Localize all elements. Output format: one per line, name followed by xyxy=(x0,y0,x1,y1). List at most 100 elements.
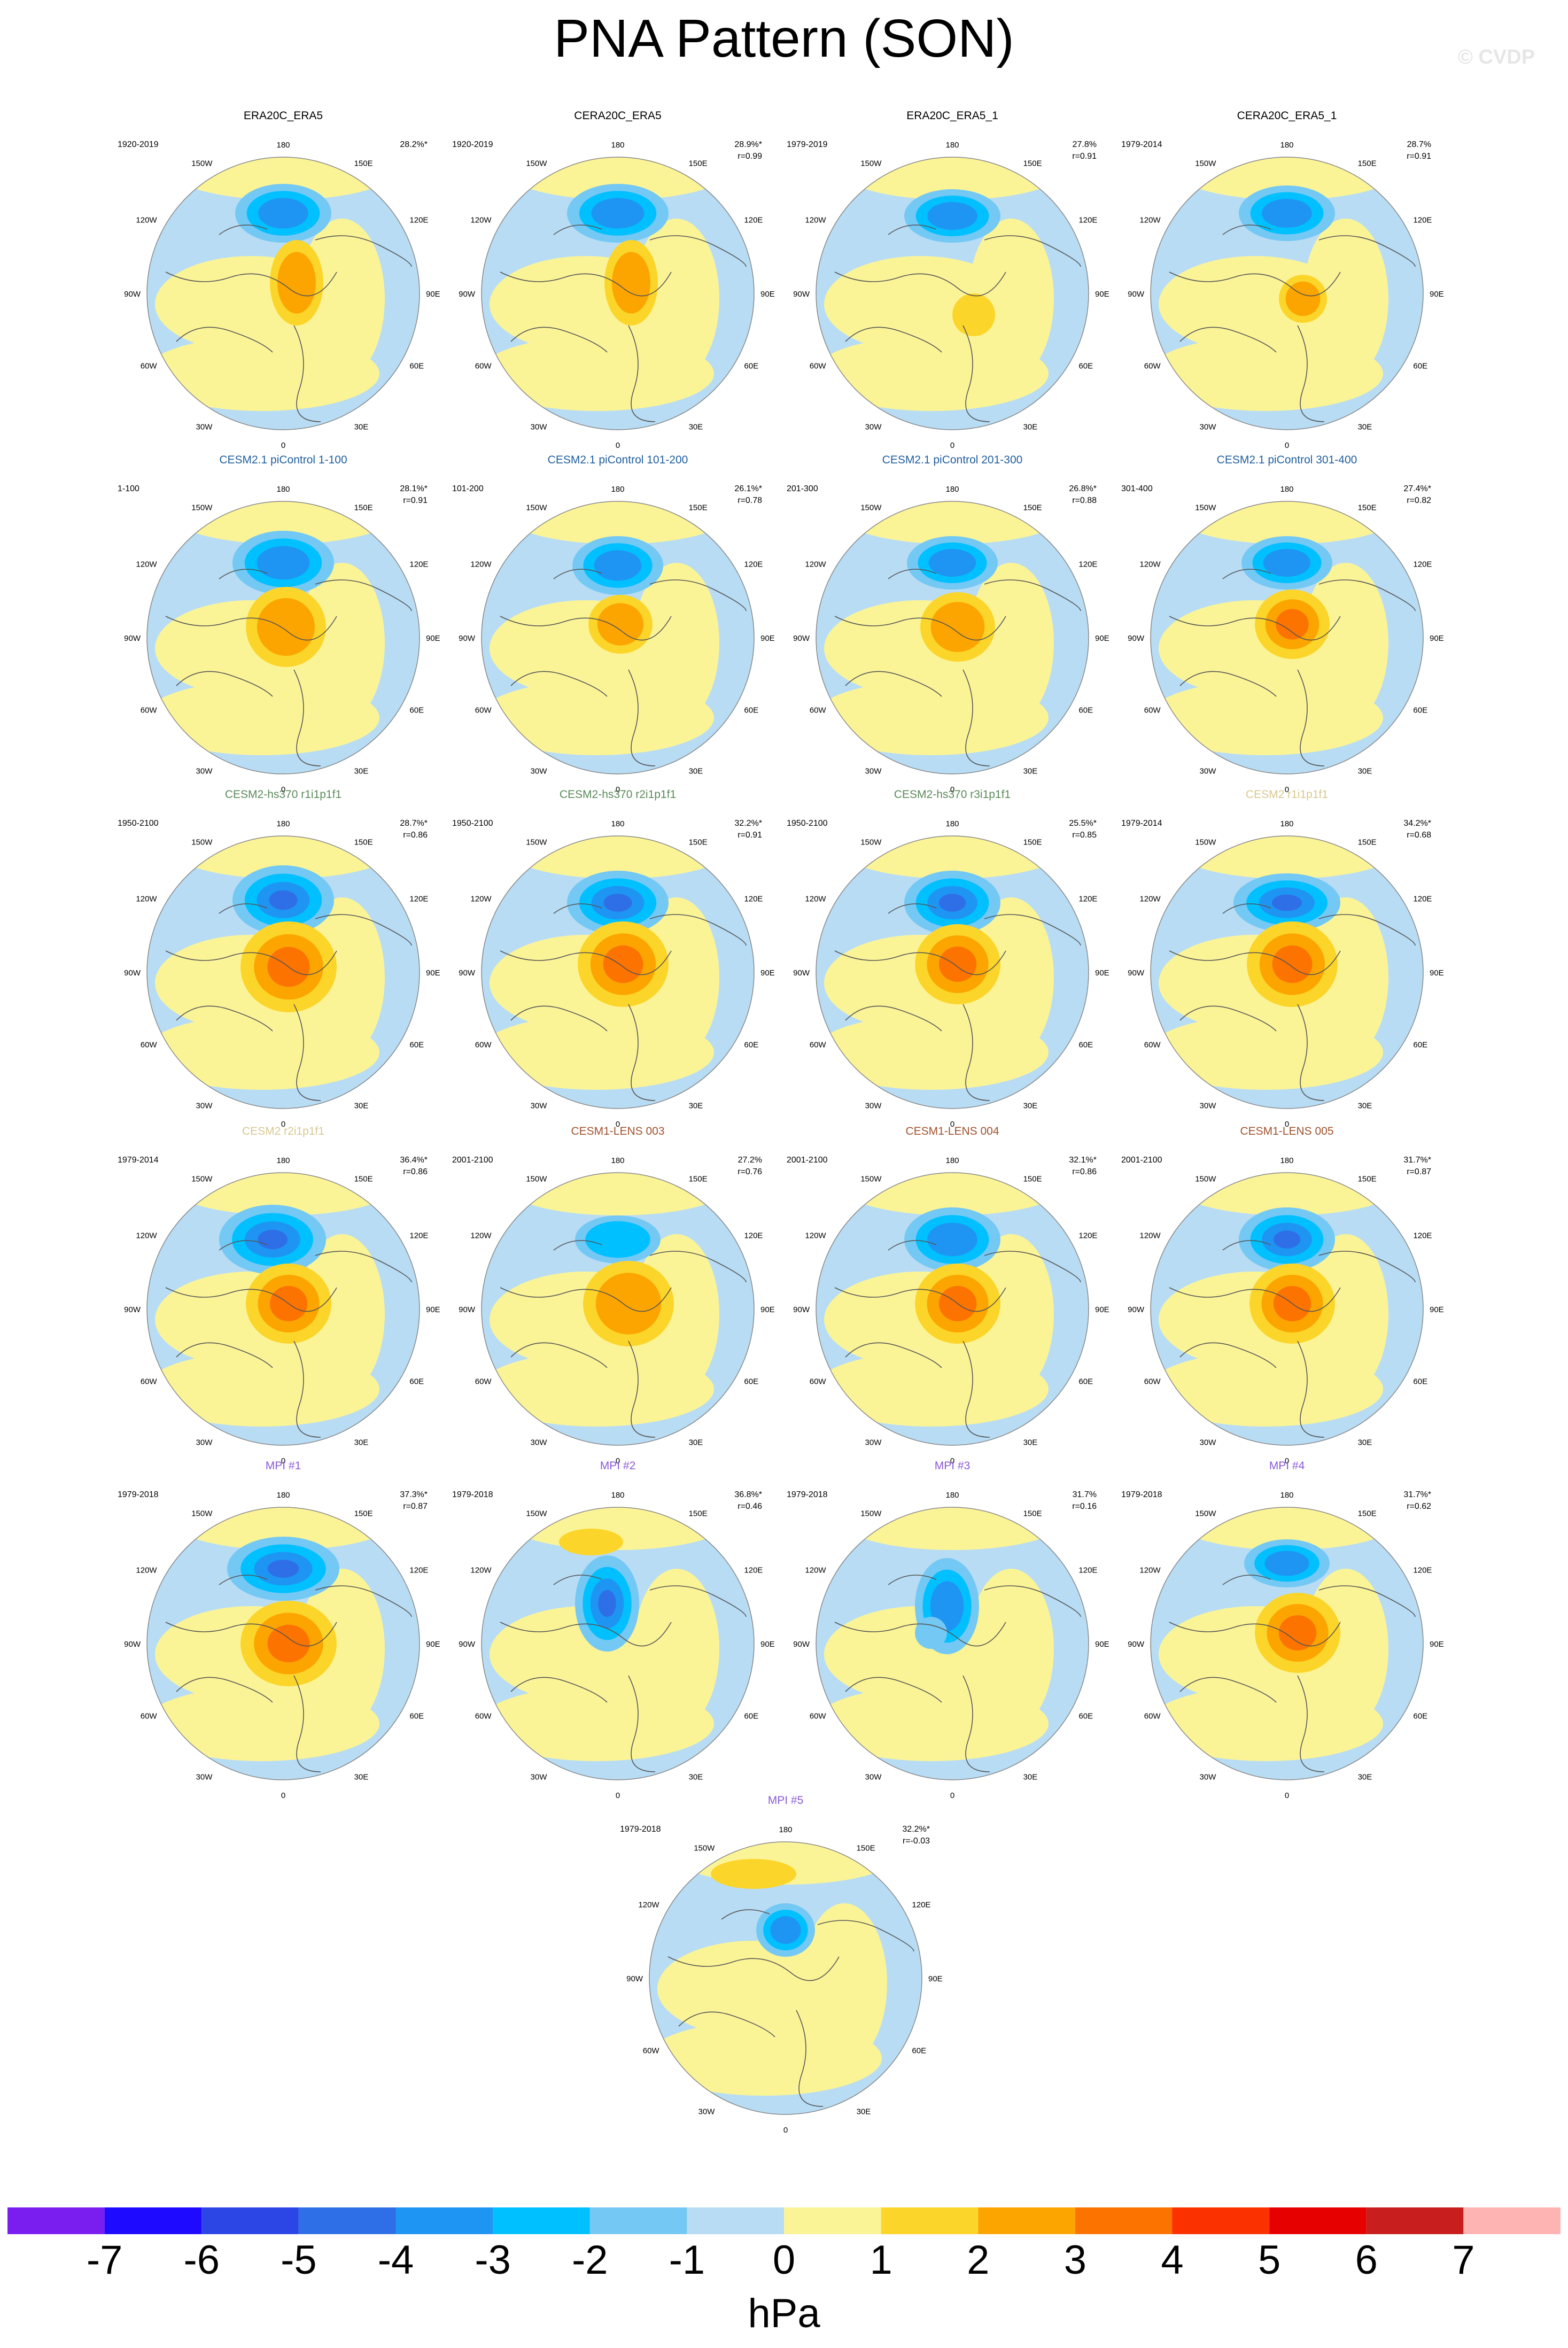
map-boundary xyxy=(1150,1507,1424,1780)
panel-title: MPI #3 xyxy=(934,1460,971,1472)
panel-period: 1979-2019 xyxy=(787,140,828,149)
longitude-label: 120W xyxy=(1139,215,1161,224)
longitude-label: 60E xyxy=(744,1041,758,1050)
longitude-label: 60W xyxy=(141,362,158,371)
longitude-label: 0 xyxy=(616,1120,620,1129)
longitude-label: 150W xyxy=(1195,1175,1216,1184)
high-pressure-contour xyxy=(612,252,650,314)
polar-map: 180 150W 150E 120W 120E 90W 90E 60W 60E 30W 30E 0 xyxy=(124,1491,440,1800)
map-panel: 180 150W 150E 120W 120E 90W 90E 60W 60E 30W 30E 0 CE… xyxy=(776,788,1129,1129)
high-pressure-contour xyxy=(257,598,315,656)
longitude-label: 0 xyxy=(950,785,954,794)
high-pressure-contour xyxy=(711,1859,796,1889)
panel-title: CESM2.1 piControl 201-300 xyxy=(882,454,1023,466)
longitude-label: 120E xyxy=(1413,1231,1432,1240)
colorbar-swatch xyxy=(784,2207,881,2234)
longitude-label: 150E xyxy=(1358,159,1377,168)
panel-period: 1950-2100 xyxy=(118,819,159,828)
colorbar-swatch xyxy=(978,2207,1075,2234)
longitude-label: 120W xyxy=(136,560,157,569)
colorbar-tick: 5 xyxy=(1257,2237,1281,2283)
longitude-label: 60E xyxy=(1413,362,1427,371)
panel-pattern-correlation: r=0.16 xyxy=(1072,1502,1097,1511)
coastline xyxy=(649,914,747,946)
longitude-label: 150W xyxy=(694,1844,715,1853)
coastline xyxy=(315,235,412,267)
anomaly-band xyxy=(171,1507,395,1550)
longitude-label: 150W xyxy=(1195,838,1216,847)
longitude-label: 90W xyxy=(124,634,141,643)
map-panel: 180 150W 150E 120W 120E 90W 90E 60W 60E 30W 30E 0 MP… xyxy=(1111,1459,1463,1800)
low-pressure-contour xyxy=(1273,1230,1301,1249)
colorbar-tick: -2 xyxy=(571,2237,608,2283)
panel-variance-explained: 31.7%* xyxy=(1403,1490,1431,1499)
coastline xyxy=(1297,1340,1325,1438)
longitude-label: 60E xyxy=(1078,1377,1093,1386)
coastline xyxy=(649,1585,747,1617)
coastline xyxy=(1179,1342,1277,1368)
low-pressure-contour xyxy=(585,1221,650,1258)
longitude-label: 150E xyxy=(354,1509,373,1518)
coastline xyxy=(888,1240,937,1251)
longitude-label: 90W xyxy=(793,634,810,643)
map-boundary xyxy=(481,1507,755,1780)
panel-title: CERA20C_ERA5 xyxy=(574,110,662,122)
longitude-label: 180 xyxy=(611,141,624,150)
longitude-label: 180 xyxy=(1280,485,1293,494)
coastline xyxy=(1179,671,1277,697)
longitude-label: 150E xyxy=(1358,503,1377,513)
longitude-label: 180 xyxy=(611,819,624,828)
longitude-label: 30W xyxy=(865,1772,882,1781)
longitude-label: 30W xyxy=(531,766,548,776)
coastline xyxy=(1318,235,1416,267)
longitude-label: 0 xyxy=(1285,441,1289,450)
longitude-label: 120W xyxy=(136,1231,157,1240)
longitude-label: 30E xyxy=(1023,422,1038,431)
longitude-label: 150W xyxy=(1195,1509,1216,1518)
coastline xyxy=(510,1342,608,1368)
panel-period: 1979-2018 xyxy=(118,1490,159,1499)
longitude-label: 120W xyxy=(136,1566,157,1575)
coastline xyxy=(1318,1585,1416,1617)
colorbar-swatch xyxy=(1172,2207,1270,2234)
panel-variance-explained: 37.3%* xyxy=(400,1490,428,1499)
longitude-label: 60E xyxy=(1078,362,1093,371)
coastline xyxy=(817,1920,914,1952)
polar-map: 180 150W 150E 120W 120E 90W 90E 60W 60E 30W 30E 0 xyxy=(124,1156,440,1466)
colorbar-tick: -3 xyxy=(475,2237,511,2283)
longitude-label: 150E xyxy=(857,1844,875,1853)
anomaly-band xyxy=(171,157,395,200)
longitude-label: 90W xyxy=(793,1640,810,1649)
longitude-label: 120W xyxy=(470,1566,492,1575)
longitude-label: 30E xyxy=(1023,1772,1038,1781)
low-pressure-contour xyxy=(930,1581,964,1631)
coastline xyxy=(888,903,937,914)
map-panel: 180 150W 150E 120W 120E 90W 90E 60W 60E 30W 30E 0 CE… xyxy=(107,1125,460,1466)
longitude-label: 150E xyxy=(689,503,708,513)
longitude-label: 0 xyxy=(1285,785,1289,794)
longitude-label: 150W xyxy=(860,1509,882,1518)
colorbar-swatch xyxy=(7,2207,105,2234)
coastline xyxy=(1169,950,1341,975)
coastline xyxy=(293,1675,321,1772)
coastline xyxy=(628,1675,656,1772)
longitude-label: 60E xyxy=(912,2047,926,2056)
longitude-label: 30W xyxy=(196,766,213,776)
longitude-label: 90E xyxy=(1430,968,1444,978)
low-pressure-contour xyxy=(1263,549,1311,577)
panel-title: CERA20C_ERA5_1 xyxy=(1237,110,1337,122)
longitude-label: 90E xyxy=(1095,634,1109,643)
longitude-label: 30E xyxy=(354,1101,369,1110)
longitude-label: 90W xyxy=(793,290,810,299)
panel-variance-explained: 31.7% xyxy=(1072,1490,1097,1499)
longitude-label: 90E xyxy=(426,634,440,643)
coastline xyxy=(1318,579,1416,611)
longitude-label: 120W xyxy=(136,215,157,224)
low-pressure-contour xyxy=(1262,198,1312,228)
coastline xyxy=(165,272,337,297)
longitude-label: 120E xyxy=(409,894,428,903)
longitude-label: 30E xyxy=(1023,766,1038,776)
longitude-label: 90W xyxy=(1128,968,1145,978)
longitude-label: 30W xyxy=(865,1438,882,1447)
longitude-label: 120E xyxy=(1078,560,1097,569)
